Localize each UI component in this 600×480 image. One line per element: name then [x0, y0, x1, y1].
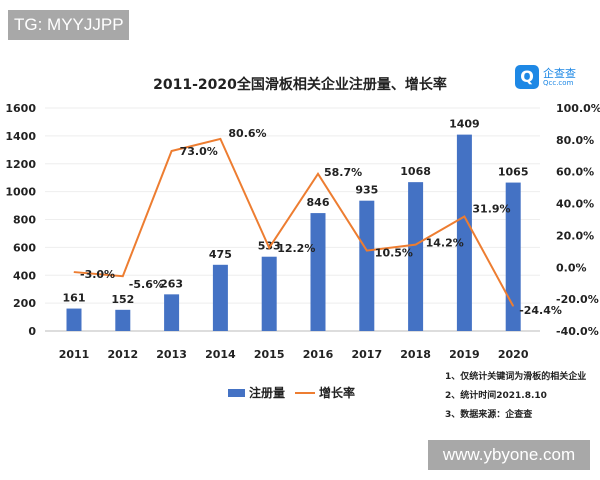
watermark-top-left: TG: MYYJJPP [8, 10, 129, 40]
line-point [415, 244, 417, 246]
bar [456, 134, 472, 331]
right-tick-label: 0.0% [556, 261, 587, 274]
right-tick-label: 60.0% [556, 166, 594, 179]
x-tick-label: 2019 [449, 348, 480, 361]
logo-domain: Qcc.com [543, 79, 574, 87]
legend-swatch-bar [228, 388, 245, 397]
left-tick-label: 600 [13, 241, 36, 254]
right-tick-label: 40.0% [556, 198, 594, 211]
bar-value-label: 935 [355, 184, 378, 197]
bar-value-label: 1068 [400, 165, 431, 178]
right-tick-label: -40.0% [556, 325, 599, 338]
bar [261, 256, 277, 331]
x-tick-label: 2012 [107, 348, 138, 361]
watermark-bottom-right: www.ybyone.com [428, 440, 590, 470]
bar-value-label: 846 [307, 196, 330, 209]
chart-title: 2011-2020全国滑板相关企业注册量、增长率 [153, 77, 447, 93]
note-3: 3、数据来源：企查查 [445, 410, 533, 420]
left-tick-label: 200 [13, 297, 36, 310]
bar [66, 308, 82, 331]
x-tick-label: 2013 [156, 348, 187, 361]
left-tick-label: 1600 [5, 102, 36, 115]
x-tick-label: 2014 [205, 348, 236, 361]
chart-svg: 0 200 400 600 800 1000 1200 1400 1600 -40.0% -20.0… [5, 102, 600, 361]
bar [505, 182, 521, 331]
bar-value-label: 475 [209, 248, 232, 261]
legend-label-line: 增长率 [319, 386, 356, 400]
x-tick-label: 2020 [498, 348, 529, 361]
x-tick-label: 2018 [400, 348, 431, 361]
legend: 注册量 增长率 [228, 384, 355, 401]
bar [359, 200, 375, 331]
qcc-logo-icon: Q [515, 65, 539, 89]
left-tick-label: 1000 [5, 186, 36, 199]
line-value-label: 10.5% [375, 247, 413, 260]
x-tick-label: 2015 [254, 348, 285, 361]
qcc-logo: Q 企查查 Qcc.com [515, 65, 595, 93]
notes: 1、仅统计关键词为滑板的相关企业 2、统计时间2021.8.10 3、数据来源：… [445, 368, 586, 425]
left-tick-label: 800 [13, 214, 36, 227]
growth-rate-line [73, 137, 515, 307]
line-point [219, 138, 221, 140]
legend-swatch-line [295, 391, 316, 394]
bar-value-label: 1409 [449, 118, 480, 131]
bar [115, 309, 131, 331]
right-tick-label: 100.0% [556, 102, 600, 115]
line-point [268, 247, 270, 249]
logo-name: 企查查 [543, 67, 576, 80]
line-point [512, 305, 514, 307]
line-point [171, 150, 173, 152]
bar [164, 294, 180, 331]
line-point [122, 275, 124, 277]
line-value-label: 12.2% [277, 242, 315, 255]
x-tick-label: 2017 [351, 348, 382, 361]
line-value-label: 31.9% [472, 202, 510, 215]
right-tick-label: -20.0% [556, 293, 599, 306]
line-point [366, 250, 368, 252]
bar [408, 182, 424, 331]
line-value-label: -3.0% [80, 268, 115, 281]
x-tick-label: 2011 [59, 348, 90, 361]
left-tick-label: 1200 [5, 158, 36, 171]
x-tick-label: 2016 [303, 348, 334, 361]
bar [310, 213, 326, 331]
bar-value-label: 161 [63, 292, 86, 305]
line-value-label: 14.2% [426, 237, 464, 250]
bar-value-label: 263 [160, 277, 183, 290]
right-tick-label: 20.0% [556, 229, 594, 242]
line-point [317, 173, 319, 175]
left-tick-label: 1400 [5, 130, 36, 143]
line-value-label: 73.0% [180, 145, 218, 158]
line-value-label: -24.4% [519, 304, 562, 317]
legend-label-bar: 注册量 [249, 386, 286, 400]
line-value-label: -5.6% [129, 278, 164, 291]
right-tick-label: 80.0% [556, 134, 594, 147]
line-value-label: 58.7% [324, 166, 362, 179]
bar-value-label: 1065 [498, 166, 529, 179]
left-tick-label: 400 [13, 269, 36, 282]
bar-value-label: 152 [111, 293, 134, 306]
note-1: 1、仅统计关键词为滑板的相关企业 [445, 372, 587, 382]
line-point [463, 215, 465, 217]
left-tick-label: 0 [28, 325, 36, 338]
note-2: 2、统计时间2021.8.10 [445, 391, 547, 401]
bar [212, 264, 228, 331]
line-value-label: 80.6% [228, 127, 266, 140]
line-point [73, 271, 75, 273]
